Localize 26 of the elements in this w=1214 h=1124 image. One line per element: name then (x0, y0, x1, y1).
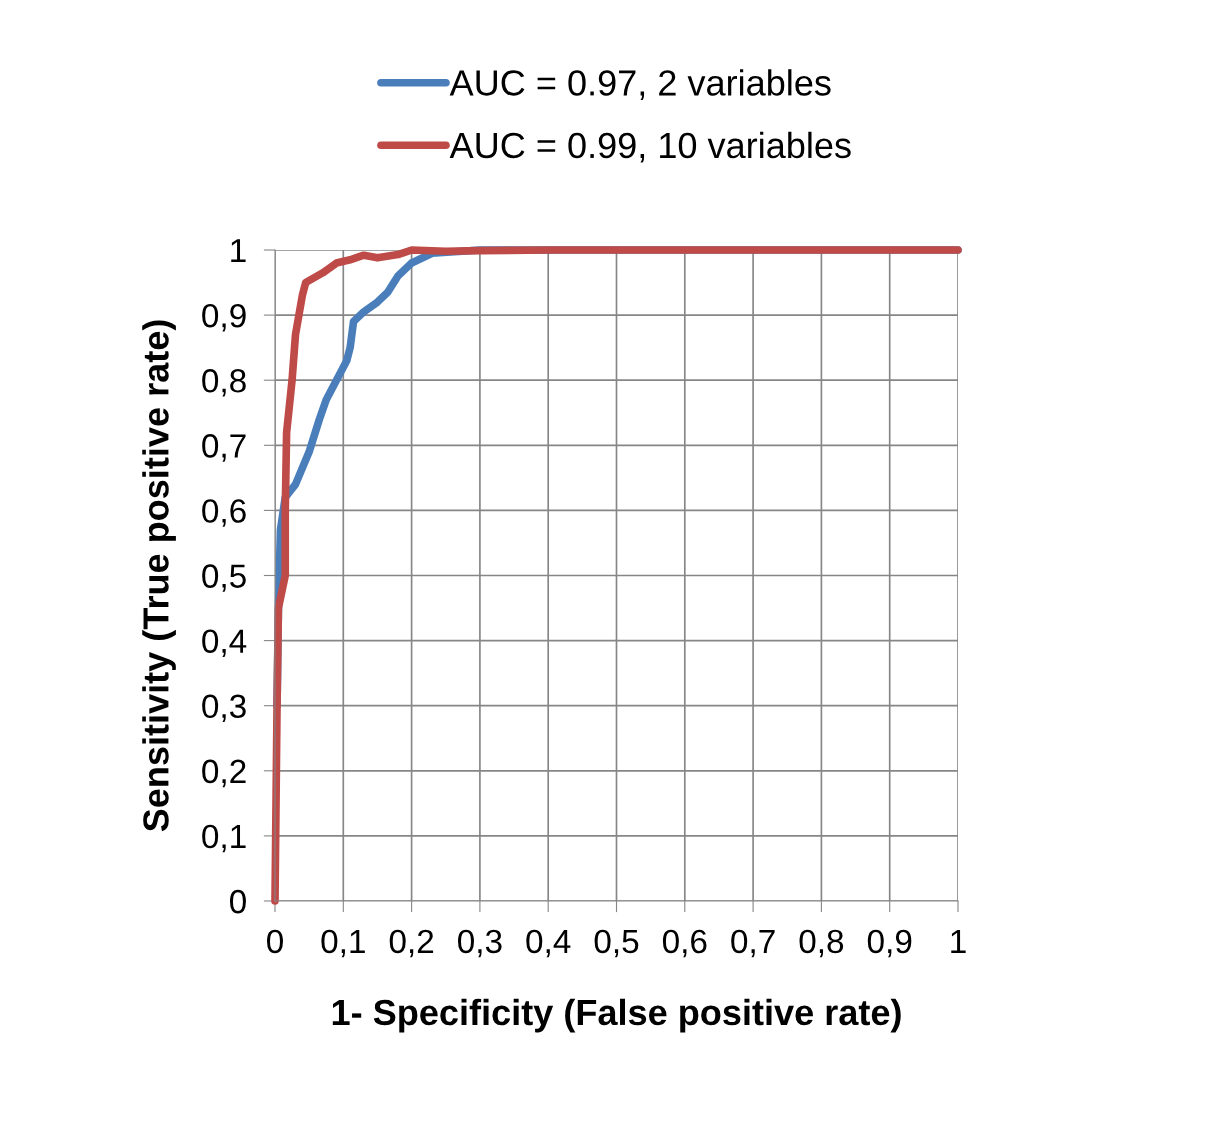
y-tick-label: 0,8 (202, 369, 246, 397)
y-tick-label: 0,3 (202, 694, 246, 723)
y-tick-label: 0,4 (202, 629, 247, 657)
y-tick-label: 0 (229, 889, 246, 914)
y-tick-label: 0,1 (202, 824, 246, 853)
y-tick-label: 0,9 (202, 303, 246, 332)
legend-label: AUC = 0.99, 10 variables (449, 131, 851, 163)
x-tick-label: 0,5 (594, 929, 639, 958)
y-tick-label: 0,7 (202, 434, 246, 462)
x-tick-label: 0,3 (458, 929, 502, 958)
legend-label: AUC = 0.97, 2 variables (449, 69, 831, 100)
x-axis-title: 1- Specificity (False positive rate) (332, 998, 901, 1033)
y-tick-label: 1 (231, 239, 246, 263)
y-tick-label: 0,6 (202, 499, 246, 527)
x-tick-label: 0,4 (526, 929, 571, 958)
x-tick-label: 0,7 (731, 929, 775, 958)
x-tick-label: 0,9 (867, 929, 912, 958)
x-tick-label: 0 (267, 929, 283, 954)
x-tick-label: 0,1 (321, 929, 365, 958)
y-tick-label: 0,5 (202, 564, 246, 592)
x-tick-label: 1 (951, 930, 966, 953)
y-axis-title: Sensitivity (True positive rate) (142, 320, 176, 832)
x-tick-label: 0,6 (662, 929, 707, 958)
x-tick-label: 0,8 (799, 929, 844, 958)
y-tick-label: 0,2 (202, 759, 246, 788)
x-tick-label: 0,2 (389, 929, 434, 958)
